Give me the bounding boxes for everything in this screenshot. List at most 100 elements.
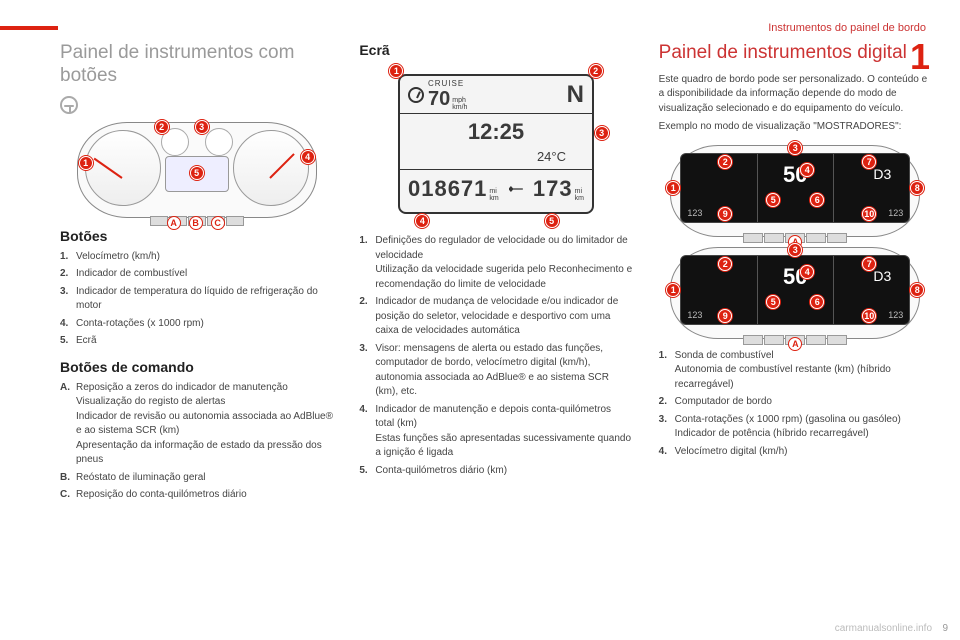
unit-km: km <box>489 195 498 202</box>
list-item: 3.Visor: mensagens de alerta ou estado d… <box>359 342 632 400</box>
unit-mi: mi <box>575 188 582 195</box>
list-item: 3.Indicador de temperatura do líquido de… <box>60 285 333 314</box>
odometer: 018671 <box>408 176 487 202</box>
list-item: 5.Conta-quilómetros diário (km) <box>359 464 632 479</box>
list-item: 4.Velocímetro digital (km/h) <box>659 445 932 460</box>
unit-mi: mi <box>489 188 496 195</box>
ecra-list: 1. Definições do regulador de velocidade… <box>359 234 632 478</box>
col2-title: Ecrã <box>359 42 632 58</box>
digital-cluster: 123 50 D3123 1 2 3 4 5 6 7 8 9 10 A <box>670 145 920 237</box>
analog-cluster: 1 2 3 4 5 A B C <box>77 122 317 218</box>
unit-km: km <box>575 195 584 202</box>
callout-A: A <box>167 216 181 230</box>
callout-B: B <box>189 216 203 230</box>
col3-title: Painel de instrumentos digital <box>659 42 932 65</box>
callout-2: 2 <box>155 120 169 134</box>
cruise-speed: 70 <box>428 88 450 111</box>
callout-8: 8 <box>910 283 924 297</box>
callout-3: 3 <box>595 126 609 140</box>
list-item: 2.Indicador de mudança de velocidade e/o… <box>359 295 632 339</box>
list-item: 4.Conta-rotações (x 1000 rpm) <box>60 317 333 332</box>
gauge-icon <box>408 87 424 103</box>
list-item: 5.Ecrã <box>60 334 333 349</box>
list-item: 2.Indicador de combustível <box>60 267 333 282</box>
list-text: Sonda de combustível <box>675 349 932 364</box>
callout-5: 5 <box>190 166 204 180</box>
tachometer-gauge <box>233 130 309 206</box>
cmd-list: A. Reposição a zeros do indicador de man… <box>60 381 333 503</box>
manual-page: Instrumentos do painel de bordo 1 Painel… <box>0 0 960 640</box>
botoes-list: 1.Velocímetro (km/h) 2.Indicador de comb… <box>60 250 333 349</box>
column-2: Ecrã CRUISE 70 mphkm/h <box>359 42 632 506</box>
list-text: Indicador de revisão ou autonomia associ… <box>76 410 333 439</box>
list-item: 1. Sonda de combustível Autonomia de com… <box>659 349 932 393</box>
left-num: 123 <box>687 208 702 218</box>
left-num: 123 <box>687 310 702 320</box>
callout-2: 2 <box>589 64 603 78</box>
lcd-screen: CRUISE 70 mphkm/h N 12:25 24°C <box>398 74 594 214</box>
col3-intro: Este quadro de bordo pode ser personaliz… <box>659 73 932 117</box>
list-text: Definições do regulador de velocidade ou… <box>375 234 632 263</box>
digital-cluster: 123 50 D3123 1 2 3 4 5 6 7 8 9 10 A <box>670 247 920 339</box>
list-item: 4. Indicador de manutenção e depois cont… <box>359 403 632 461</box>
breadcrumb: Instrumentos do painel de bordo <box>768 22 926 34</box>
steering-wheel-icon <box>60 96 78 114</box>
clock: 12:25 <box>468 119 524 145</box>
trip: 173 <box>533 176 573 202</box>
list-text: Apresentação da informação de estado da … <box>76 439 333 468</box>
chapter-number: 1 <box>910 36 930 78</box>
unit-kmh: km/h <box>452 104 467 111</box>
list-item: B.Reóstato de iluminação geral <box>60 471 333 486</box>
col1-title: Painel de instrumentos com botões <box>60 42 333 88</box>
speedometer-gauge <box>85 130 161 206</box>
wrench-icon <box>509 186 523 192</box>
callout-4: 4 <box>301 150 315 164</box>
columns: Painel de instrumentos com botões 1 2 3 … <box>60 42 932 506</box>
digital-cluster-figure-2: 123 50 D3123 1 2 3 4 5 6 7 8 9 10 A <box>659 247 932 339</box>
right-num: 123 <box>888 208 903 218</box>
list-text: Autonomia de combustível restante (km) (… <box>675 363 932 392</box>
list-item: 1. Definições do regulador de velocidade… <box>359 234 632 292</box>
lcd-figure: CRUISE 70 mphkm/h N 12:25 24°C <box>359 64 632 228</box>
callout-5: 5 <box>545 214 559 228</box>
list-item: C.Reposição do conta-quilómetros diário <box>60 488 333 503</box>
list-text: Indicador de potência (híbrido recarregá… <box>675 427 932 442</box>
column-3: Painel de instrumentos digital Este quad… <box>659 42 932 506</box>
col3-intro2: Exemplo no modo de visualização "MOSTRAD… <box>659 120 932 135</box>
digital-cluster-figure-1: 123 50 D3123 1 2 3 4 5 6 7 8 9 10 A <box>659 145 932 237</box>
accent-bar <box>0 26 58 30</box>
page-number: 9 <box>942 623 948 634</box>
cruise-section: CRUISE 70 mphkm/h <box>408 79 467 111</box>
digital-list: 1. Sonda de combustível Autonomia de com… <box>659 349 932 460</box>
callout-10: 10 <box>862 207 876 221</box>
callout-3: 3 <box>195 120 209 134</box>
footer-watermark: carmanualsonline.info <box>835 623 932 634</box>
list-item: 3. Conta-rotações (x 1000 rpm) (gasolina… <box>659 413 932 442</box>
list-item: 2.Computador de bordo <box>659 395 932 410</box>
cruise-label: CRUISE <box>428 79 467 88</box>
callout-4: 4 <box>415 214 429 228</box>
list-text: Utilização da velocidade sugerida pelo R… <box>375 263 632 292</box>
callout-C: C <box>211 216 225 230</box>
gear-indicator: N <box>567 81 584 109</box>
list-text: Visualização do registo de alertas <box>76 395 333 410</box>
temperature: 24°C <box>537 149 566 164</box>
callout-10: 10 <box>862 309 876 323</box>
column-1: Painel de instrumentos com botões 1 2 3 … <box>60 42 333 506</box>
list-item: A. Reposição a zeros do indicador de man… <box>60 381 333 468</box>
list-item: 1.Velocímetro (km/h) <box>60 250 333 265</box>
list-text: Reposição a zeros do indicador de manute… <box>76 381 333 396</box>
list-text: Indicador de manutenção e depois conta-q… <box>375 403 632 432</box>
right-num: 123 <box>888 310 903 320</box>
callout-1: 1 <box>79 156 93 170</box>
digital-gear: D3 <box>873 268 891 284</box>
unit-mph: mph <box>452 97 466 104</box>
callout-8: 8 <box>910 181 924 195</box>
list-text: Conta-rotações (x 1000 rpm) (gasolina ou… <box>675 413 932 428</box>
temp-mini-gauge <box>205 128 233 156</box>
heading-botoes: Botões <box>60 228 333 244</box>
digital-gear: D3 <box>873 166 891 182</box>
list-text: Estas funções são apresentadas sucessiva… <box>375 432 632 461</box>
analog-cluster-figure: 1 2 3 4 5 A B C <box>60 122 333 218</box>
heading-botoes-comando: Botões de comando <box>60 359 333 375</box>
